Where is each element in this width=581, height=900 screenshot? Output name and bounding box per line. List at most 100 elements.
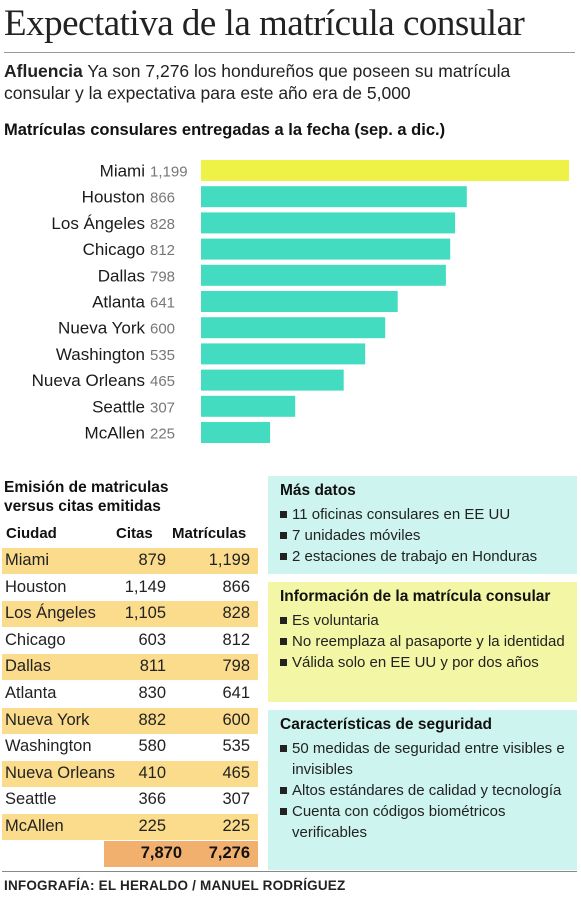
footer-credit: INFOGRAFÍA: EL HERALDO / MANUEL RODRÍGUE…	[4, 878, 346, 893]
table-row: Los Ángeles 1,105 828	[2, 601, 258, 628]
bar-category-label: Dallas	[98, 266, 145, 285]
table-cell-matriculas: 600	[222, 710, 250, 729]
table-row: Nueva Orleans 410 465	[2, 760, 258, 787]
bar-value-label: 600	[150, 321, 175, 338]
table-cell-city: Atlanta	[5, 684, 57, 702]
table-cell-city: Seattle	[5, 790, 57, 809]
bar-mcallen	[201, 422, 271, 443]
table-cell-matriculas: 812	[222, 630, 250, 649]
table-row: Seattle 366 307	[2, 787, 258, 813]
bar-category-label: Nueva Orleans	[32, 371, 145, 390]
table-cell-city: McAllen	[5, 817, 64, 835]
footer-divider	[2, 871, 577, 872]
table-cell-city: Miami	[5, 551, 49, 569]
table-cell-matriculas: 225	[222, 817, 250, 835]
bar-value-label: 307	[150, 399, 175, 416]
seguridad-item: Cuenta con códigos biométricos verificab…	[280, 801, 569, 843]
bar-value-label: 798	[150, 268, 175, 285]
table-cell-citas: 879	[138, 551, 166, 569]
table-cell-matriculas: 1,199	[208, 551, 250, 569]
seguridad-item: 50 medidas de seguridad entre visibles e…	[280, 738, 569, 780]
table-cell-city: Chicago	[5, 630, 66, 649]
table-cell-matriculas: 641	[222, 684, 250, 702]
bar-nueva-orleans	[201, 369, 344, 391]
bar-category-label: Chicago	[83, 240, 145, 259]
bar-seattle	[201, 395, 296, 417]
title-divider	[4, 52, 575, 53]
bar-value-label: 225	[150, 426, 175, 443]
table-cell-citas: 811	[139, 657, 166, 676]
table-row: Dallas 811 798	[2, 654, 258, 681]
seguridad-item: Altos estándares de calidad y tecnología	[280, 780, 569, 801]
table-cell-citas: 1,149	[124, 577, 166, 596]
bar-los-ngeles	[201, 212, 456, 234]
table-cell-city: Los Ángeles	[5, 604, 96, 623]
bar-value-label: 812	[150, 242, 175, 259]
total-matriculas: 7,276	[208, 844, 250, 862]
bar-category-label: McAllen	[85, 424, 145, 443]
info-matricula-item: Es voluntaria	[280, 610, 569, 631]
table-row: McAllen 225 225	[2, 814, 258, 840]
table-cell-citas: 366	[138, 790, 166, 809]
bar-miami	[201, 160, 569, 181]
info-matricula-item: No reemplaza al pasaporte y la identidad	[280, 631, 569, 652]
intro-text: Ya son 7,276 los hondureños que poseen s…	[4, 61, 511, 103]
info-matricula-box: Información de la matrícula consular Es …	[268, 582, 577, 702]
mas-datos-item: 2 estaciones de trabajo en Honduras	[280, 546, 569, 567]
table-cell-city: Houston	[5, 577, 67, 596]
table-header-citas: Citas	[116, 525, 153, 542]
table-row: Miami 879 1,199	[2, 548, 258, 574]
table-row: Atlanta 830 641	[2, 681, 258, 707]
table-cell-city: Nueva Orleans	[5, 763, 116, 782]
table-cell-city: Washington	[5, 737, 92, 756]
bar-category-label: Washington	[56, 345, 145, 364]
intro-paragraph: Afluencia Ya son 7,276 los hondureños qu…	[4, 60, 579, 104]
table-cell-citas: 882	[138, 710, 166, 729]
table-cell-city: Nueva York	[5, 710, 90, 729]
table-title: Emisión de matriculas versus citas emiti…	[4, 478, 169, 516]
bar-dallas	[201, 264, 446, 286]
bar-category-label: Houston	[82, 188, 145, 207]
table-header-city: Ciudad	[6, 525, 57, 542]
table-cell-matriculas: 866	[222, 577, 250, 596]
bar-value-label: 828	[150, 216, 175, 233]
table-cell-matriculas: 535	[222, 737, 250, 756]
bar-value-label: 1,199	[150, 164, 188, 181]
bar-category-label: Atlanta	[92, 293, 145, 312]
table-total-row: 7,870 7,276	[104, 841, 258, 867]
bar-chart: Miami 1,199 Houston 866 Los Ángeles 828 Chicag…	[32, 160, 569, 443]
seguridad-title: Características de seguridad	[280, 716, 492, 733]
table-cell-city: Dallas	[5, 657, 51, 676]
intro-lead-label: Afluencia	[4, 61, 83, 81]
bar-category-label: Miami	[100, 162, 145, 181]
table-cell-matriculas: 798	[222, 657, 250, 676]
table-row: Nueva York 882 600	[2, 707, 258, 734]
bar-washington	[201, 343, 366, 365]
bar-category-label: Seattle	[92, 397, 145, 416]
table-row: Houston 1,149 866	[2, 575, 258, 601]
bar-houston	[201, 186, 467, 208]
bar-value-label: 641	[150, 295, 175, 312]
bar-chicago	[201, 238, 451, 260]
table-cell-matriculas: 307	[222, 790, 250, 809]
table-title-line2: versus citas emitidas	[4, 498, 161, 515]
table-cell-matriculas: 828	[222, 604, 250, 623]
table-title-line1: Emisión de matriculas	[4, 479, 169, 496]
bar-atlanta	[201, 291, 398, 312]
table-row: Chicago 603 812	[2, 628, 258, 654]
bar-value-label: 866	[150, 190, 175, 207]
bar-value-label: 535	[150, 347, 175, 364]
page-title: Expectativa de la matrícula consular	[4, 3, 525, 44]
table-cell-citas: 1,105	[124, 604, 166, 623]
table-cell-matriculas: 465	[222, 763, 250, 782]
table-row: Washington 580 535	[2, 734, 258, 760]
mas-datos-item: 7 unidades móviles	[280, 525, 569, 546]
bar-category-label: Nueva York	[58, 319, 145, 338]
mas-datos-item: 11 oficinas consulares en EE UU	[280, 504, 569, 525]
bar-nueva-york	[201, 317, 386, 339]
bar-value-label: 465	[150, 373, 175, 390]
total-citas: 7,870	[140, 844, 182, 862]
table-cell-citas: 225	[138, 817, 166, 835]
mas-datos-title: Más datos	[280, 482, 356, 499]
mas-datos-box: Más datos 11 oficinas consulares en EE U…	[268, 476, 577, 574]
